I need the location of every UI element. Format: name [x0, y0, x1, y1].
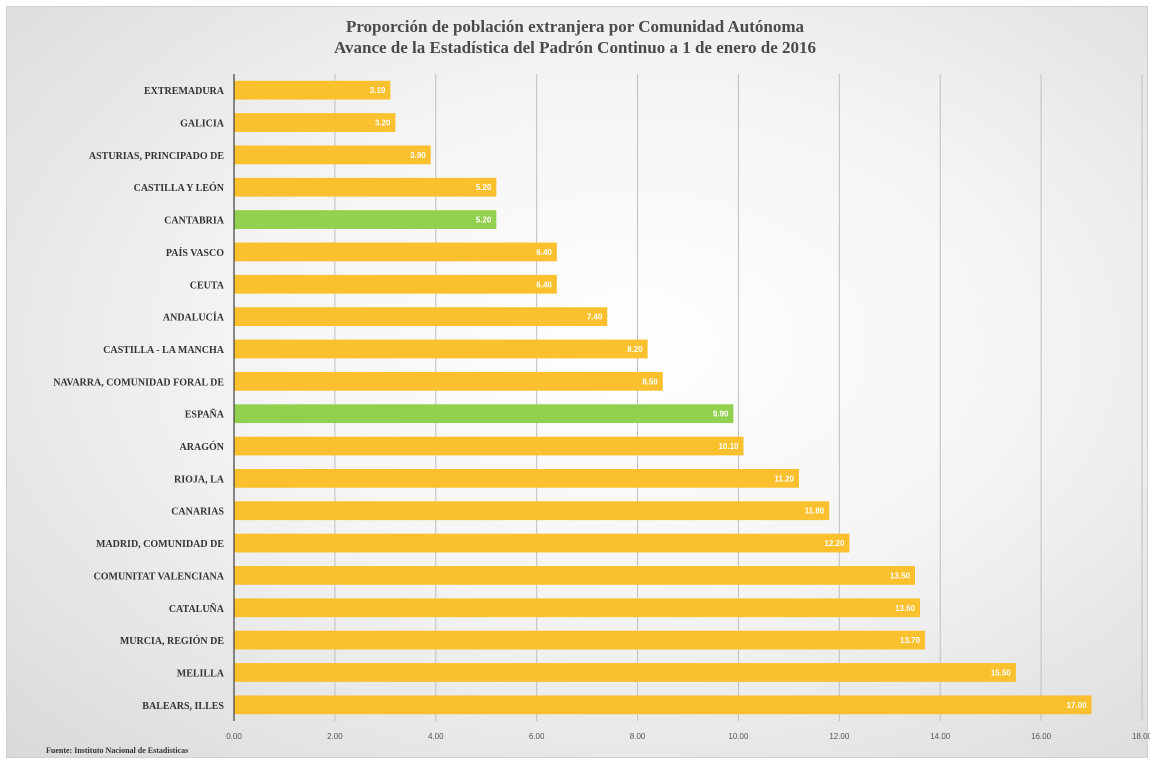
- data-label: 15.50: [991, 668, 1012, 677]
- x-tick-label: 0.00: [226, 732, 242, 741]
- category-label: NAVARRA, COMUNIDAD FORAL DE: [53, 377, 224, 388]
- bar: [234, 566, 915, 585]
- category-label: CANARIAS: [171, 507, 224, 518]
- x-tick-label: 14.00: [930, 732, 951, 741]
- data-label: 10.10: [718, 442, 739, 451]
- bar: [234, 695, 1092, 715]
- x-tick-label: 8.00: [630, 732, 646, 741]
- data-label: 3.20: [375, 119, 391, 128]
- bar: [234, 307, 608, 327]
- category-label: ANDALUCÍA: [163, 312, 225, 324]
- bar: [234, 436, 744, 456]
- data-label: 7.40: [587, 313, 603, 322]
- data-label: 5.20: [476, 183, 492, 192]
- source-note: Fuente: Instituto Nacional de Estadístic…: [46, 746, 189, 755]
- category-label: PAÍS VASCO: [166, 247, 224, 259]
- category-label: BALEARS, ILLES: [142, 701, 224, 712]
- category-label: ESPAÑA: [185, 409, 225, 421]
- data-label: 5.20: [476, 216, 492, 225]
- bar: [234, 663, 1016, 682]
- category-label: ARAGÓN: [180, 441, 225, 453]
- x-tick-label: 18.00: [1132, 732, 1150, 741]
- data-label: 13.70: [900, 636, 921, 645]
- bar: [234, 404, 734, 424]
- bar: [234, 145, 431, 165]
- data-label: 6.40: [536, 248, 552, 257]
- x-tick-label: 12.00: [829, 732, 850, 741]
- data-label: 12.20: [824, 539, 845, 548]
- bar: [234, 274, 557, 294]
- category-label: MADRID, COMUNIDAD DE: [96, 539, 224, 550]
- category-label: MURCIA, REGIÓN DE: [120, 635, 225, 647]
- bar: [234, 371, 663, 391]
- bar: [234, 80, 391, 100]
- bar: [234, 113, 396, 132]
- data-label: 17.00: [1067, 701, 1088, 710]
- category-label: CATALUÑA: [169, 603, 225, 615]
- category-label: ASTURIAS, PRINCIPADO DE: [89, 151, 224, 162]
- category-label: CEUTA: [190, 280, 225, 291]
- chart-subtitle: Avance de la Estadística del Padrón Cont…: [334, 38, 816, 57]
- category-label: CASTILLA Y LEÓN: [134, 182, 225, 194]
- category-label: CASTILLA - LA MANCHA: [103, 345, 225, 356]
- x-tick-label: 4.00: [428, 732, 444, 741]
- category-label: RIOJA, LA: [174, 474, 225, 485]
- data-label: 3.10: [370, 86, 386, 95]
- category-label: EXTREMADURA: [144, 86, 225, 97]
- data-label: 8.50: [642, 377, 658, 386]
- data-label: 8.20: [627, 345, 643, 354]
- category-label: COMUNITAT VALENCIANA: [94, 571, 225, 582]
- x-tick-label: 2.00: [327, 732, 343, 741]
- bar: [234, 339, 648, 359]
- data-label: 9.90: [713, 410, 729, 419]
- bar: [234, 468, 799, 488]
- data-label: 11.80: [805, 507, 825, 516]
- bar: [234, 501, 830, 521]
- chart-title: Proporción de población extranjera por C…: [345, 17, 805, 36]
- category-label: MELILLA: [177, 668, 225, 679]
- bar: [234, 210, 497, 229]
- bar: [234, 533, 850, 553]
- data-label: 13.50: [890, 571, 911, 580]
- x-tick-label: 16.00: [1031, 732, 1052, 741]
- data-label: 13.60: [895, 604, 916, 613]
- bar: [234, 598, 921, 618]
- data-label: 3.90: [410, 151, 426, 160]
- bar: [234, 242, 557, 262]
- category-label: CANTABRIA: [164, 216, 225, 227]
- bar: [234, 630, 926, 650]
- bar: [234, 177, 497, 197]
- data-label: 6.40: [536, 280, 552, 289]
- x-tick-label: 6.00: [529, 732, 545, 741]
- category-label: GALICIA: [180, 119, 225, 130]
- data-label: 11.20: [774, 474, 794, 483]
- x-tick-label: 10.00: [728, 732, 749, 741]
